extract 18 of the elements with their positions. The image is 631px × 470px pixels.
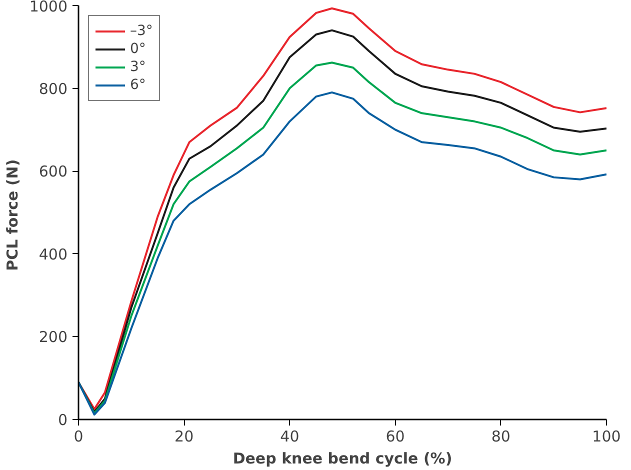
y-axis-title: PCL force (N) xyxy=(3,159,22,271)
y-tick-label: 600 xyxy=(38,162,68,181)
x-tick-label: 100 xyxy=(592,428,621,446)
x-tick-label: 40 xyxy=(280,428,300,446)
x-tick-label: 20 xyxy=(174,428,194,446)
legend-label: 6° xyxy=(130,76,147,94)
x-tick-label: 0 xyxy=(74,428,84,446)
y-tick-label: 1000 xyxy=(29,0,68,16)
x-tick-label: 60 xyxy=(386,428,405,446)
y-tick-label: 800 xyxy=(38,80,68,98)
legend-label: 3° xyxy=(130,58,147,76)
x-axis-title: Deep knee bend cycle (%) xyxy=(232,450,452,468)
y-tick-label: 400 xyxy=(38,245,68,264)
y-tick-label: 200 xyxy=(38,328,68,346)
x-tick-label: 80 xyxy=(491,428,510,446)
legend-label: 0° xyxy=(130,40,147,58)
legend-label: –3° xyxy=(130,22,153,40)
y-tick-label: 0 xyxy=(58,411,68,429)
